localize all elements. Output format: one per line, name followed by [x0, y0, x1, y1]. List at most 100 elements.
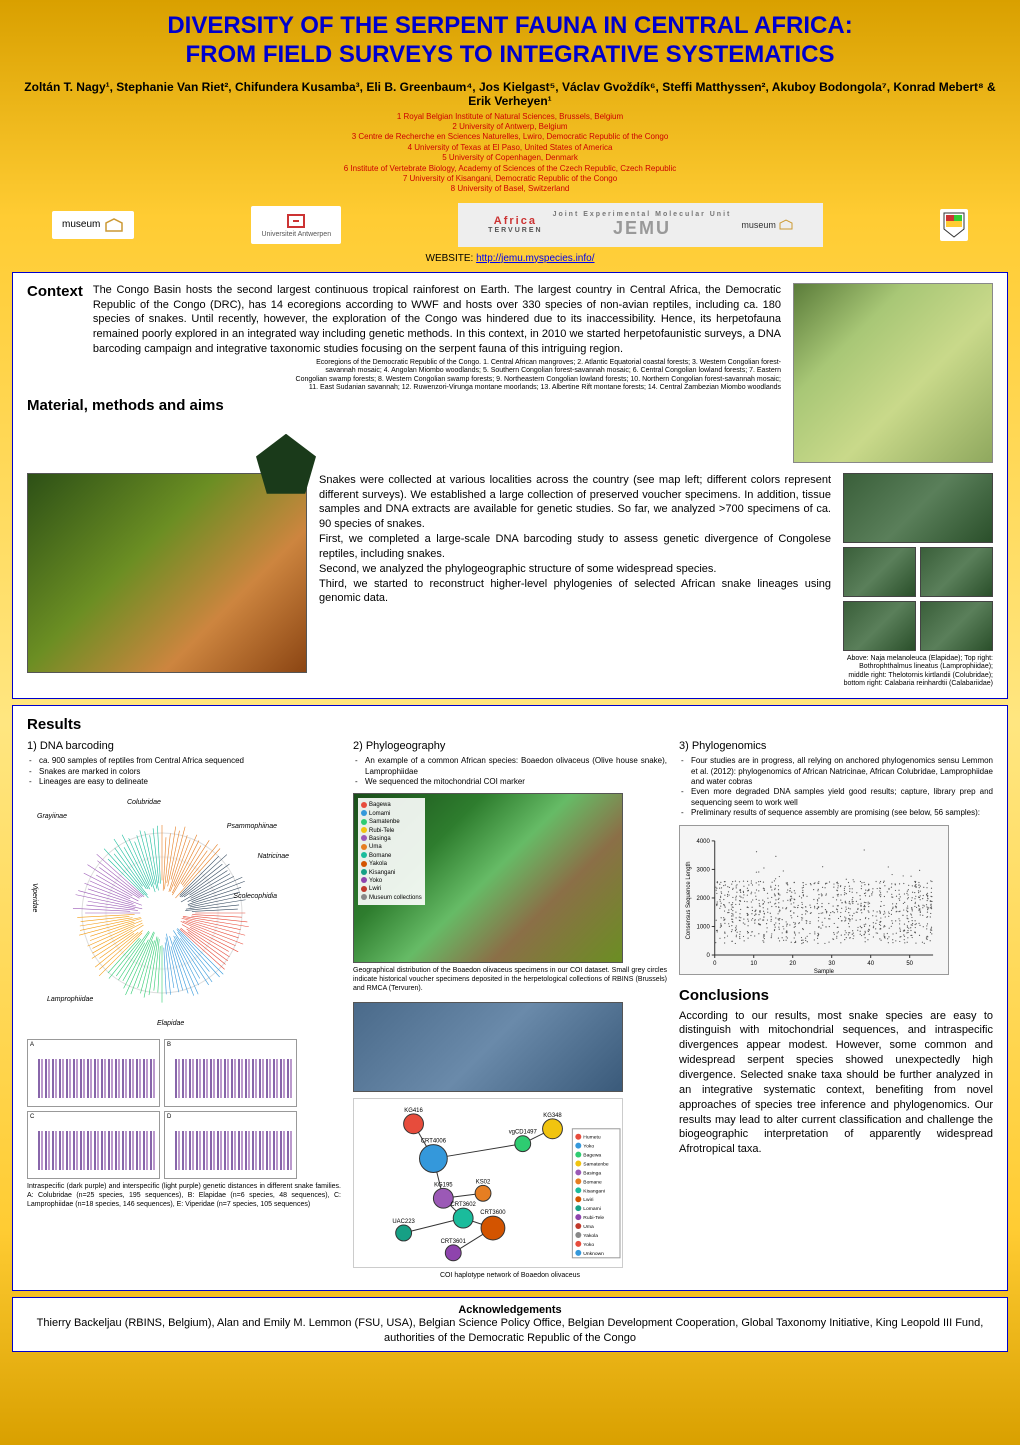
svg-text:KG195: KG195	[434, 1182, 453, 1188]
title-line-1: DIVERSITY OF THE SERPENT FAUNA IN CENTRA…	[12, 12, 1008, 41]
result3-title: 3) Phylogenomics	[679, 740, 993, 752]
svg-text:Rubi-Tele: Rubi-Tele	[583, 1215, 604, 1221]
snake-photo-5	[920, 601, 993, 651]
chart-label-a: A	[30, 1042, 34, 1048]
svg-text:CRT3600: CRT3600	[480, 1210, 506, 1216]
r3-b1: Four studies are in progress, all relyin…	[691, 756, 993, 787]
barcode-chart-d: D	[164, 1111, 297, 1179]
svg-text:3000: 3000	[697, 867, 711, 873]
svg-text:Yoko: Yoko	[583, 1242, 594, 1248]
affil-2: 2 University of Antwerp, Belgium	[12, 122, 1008, 132]
context-label: Context	[27, 283, 83, 393]
affil-4: 4 University of Texas at El Paso, United…	[12, 143, 1008, 153]
logo-jemu: Africa TERVUREN Joint Experimental Molec…	[458, 203, 823, 247]
museum2-icon	[779, 219, 793, 231]
phylogeo-map-caption: Geographical distribution of the Boaedon…	[353, 967, 667, 993]
website-line: WEBSITE: http://jemu.myspecies.info/	[12, 253, 1008, 264]
svg-text:20: 20	[789, 961, 796, 967]
svg-text:0: 0	[706, 953, 710, 959]
affiliations-block: 1 Royal Belgian Institute of Natural Sci…	[12, 112, 1008, 195]
svg-text:50: 50	[906, 961, 913, 967]
boaedon-snake-photo	[353, 1002, 623, 1092]
svg-text:CRT3601: CRT3601	[441, 1239, 467, 1245]
svg-text:Uma: Uma	[583, 1224, 594, 1230]
svg-text:Bomane: Bomane	[583, 1179, 602, 1185]
map-legend: BagewaLomamiSamatenbeRubi-TeleBasingaUma…	[358, 798, 425, 905]
tree-label-9: Grayiinae	[37, 813, 67, 820]
r1-b3: Lineages are easy to delineate	[39, 777, 341, 787]
affil-5: 5 University of Copenhagen, Denmark	[12, 153, 1008, 163]
logo-africa-text: Africa	[494, 215, 537, 227]
svg-text:0: 0	[713, 961, 717, 967]
logo-tervuren-text: TERVUREN	[488, 227, 542, 234]
methods-label: Material, methods and aims	[27, 397, 224, 414]
result2-title: 2) Phylogeography	[353, 740, 667, 752]
logo-ua: Universiteit Antwerpen	[251, 206, 341, 244]
logo-jemu-text: JEMU	[613, 218, 671, 239]
haplotype-caption: COI haplotype network of Boaedon olivace…	[353, 1272, 667, 1281]
tree-label-0: Colubridae	[127, 799, 161, 806]
svg-text:2000: 2000	[697, 896, 711, 902]
ecoregions-title: Ecoregions of the Democratic Republic of…	[316, 359, 481, 366]
context-methods-box: Context The Congo Basin hosts the second…	[12, 272, 1008, 700]
tree-label-2: Natricinae	[257, 853, 289, 860]
svg-text:KG348: KG348	[543, 1113, 562, 1119]
svg-text:CRT4006: CRT4006	[421, 1138, 447, 1144]
conclusions-text: According to our results, most snake spe…	[679, 1009, 993, 1157]
r1-b2: Snakes are marked in colors	[39, 767, 341, 777]
conclusions-label: Conclusions	[679, 987, 769, 1004]
svg-text:UAC223: UAC223	[392, 1219, 415, 1225]
results-box: Results 1) DNA barcoding ca. 900 samples…	[12, 705, 1008, 1291]
svg-text:Kisangani: Kisangani	[583, 1188, 605, 1194]
phylogeography-map: BagewaLomamiSamatenbeRubi-TeleBasingaUma…	[353, 793, 623, 963]
methods-text: Snakes were collected at various localit…	[319, 473, 831, 689]
chart-label-b: B	[167, 1042, 171, 1048]
barcode-chart-b: B	[164, 1039, 297, 1107]
results-col-1: 1) DNA barcoding ca. 900 samples of rept…	[27, 740, 341, 1280]
logo-rbins: museum	[52, 211, 134, 239]
svg-text:Basinga: Basinga	[583, 1170, 601, 1176]
svg-text:Humetu: Humetu	[583, 1134, 601, 1140]
result1-bullets: ca. 900 samples of reptiles from Central…	[27, 756, 341, 787]
snake-photo-2	[843, 547, 916, 597]
website-link[interactable]: http://jemu.myspecies.info/	[476, 253, 594, 264]
ack-text: Thierry Backeljau (RBINS, Belgium), Alan…	[27, 1316, 993, 1345]
context-body: The Congo Basin hosts the second largest…	[93, 284, 781, 355]
chart-label-d: D	[167, 1114, 171, 1120]
logo-ua-text: Universiteit Antwerpen	[261, 231, 331, 238]
ecoregions-caption: Ecoregions of the Democratic Republic of…	[293, 359, 781, 393]
svg-text:4000: 4000	[697, 838, 711, 844]
poster-title: DIVERSITY OF THE SERPENT FAUNA IN CENTRA…	[12, 12, 1008, 70]
svg-text:KS02: KS02	[476, 1179, 491, 1185]
svg-text:CRT3602: CRT3602	[451, 1202, 476, 1208]
logo-museum2-text: museum	[741, 220, 776, 230]
affil-1: 1 Royal Belgian Institute of Natural Sci…	[12, 112, 1008, 122]
survey-map	[27, 473, 307, 673]
r3-b3: Preliminary results of sequence assembly…	[691, 808, 993, 818]
website-label: WEBSITE:	[426, 253, 474, 264]
snake-photo-caption: Above: Naja melanoleuca (Elapidae); Top …	[843, 655, 993, 689]
logo-shield	[940, 209, 968, 241]
sequence-assembly-chart: 0100020003000400001020304050Consensus Se…	[679, 825, 949, 975]
snake-photo-1	[843, 473, 993, 543]
authors-list: Zoltán T. Nagy¹, Stephanie Van Riet², Ch…	[12, 80, 1008, 108]
result1-title: 1) DNA barcoding	[27, 740, 341, 752]
r2-b2: We sequenced the mitochondrial COI marke…	[365, 777, 667, 787]
haplotype-network: KG416CRT4006vgCD1497KG348KG195KS02CRT360…	[353, 1098, 623, 1268]
barcode-distance-charts: A B C D	[27, 1039, 297, 1179]
affil-6: 6 Institute of Vertebrate Biology, Acade…	[12, 164, 1008, 174]
tree-label-6: Elapidae	[157, 1020, 184, 1027]
snake-photos-block: Above: Naja melanoleuca (Elapidae); Top …	[843, 473, 993, 689]
title-line-2: FROM FIELD SURVEYS TO INTEGRATIVE SYSTEM…	[12, 41, 1008, 70]
barcode-chart-a: A	[27, 1039, 160, 1107]
snake-photo-4	[843, 601, 916, 651]
result3-bullets: Four studies are in progress, all relyin…	[679, 756, 993, 818]
affil-8: 8 University of Basel, Switzerland	[12, 184, 1008, 194]
r2-b1: An example of a common African species: …	[365, 756, 667, 777]
museum-icon	[104, 217, 124, 233]
logo-jemu-subtitle: Joint Experimental Molecular Unit	[553, 211, 732, 218]
svg-text:1000: 1000	[697, 924, 711, 930]
ack-label: Acknowledgements	[27, 1304, 993, 1316]
r3-b2: Even more degraded DNA samples yield goo…	[691, 787, 993, 808]
affil-3: 3 Centre de Recherche en Sciences Nature…	[12, 132, 1008, 142]
